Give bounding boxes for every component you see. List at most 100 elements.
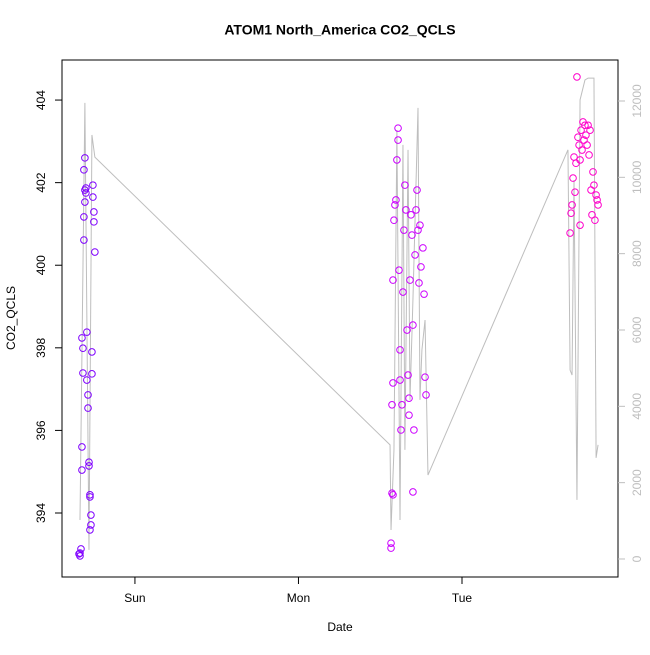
data-point	[406, 276, 414, 284]
y-tick-label: 404	[34, 90, 48, 110]
data-point	[82, 189, 90, 197]
y2-tick-label: 2000	[630, 469, 644, 496]
data-point	[84, 404, 92, 412]
data-point	[414, 226, 422, 234]
data-point	[79, 344, 87, 353]
data-point	[85, 462, 93, 470]
data-point	[576, 156, 584, 164]
data-point	[387, 539, 395, 547]
data-point	[415, 279, 423, 287]
data-point	[86, 493, 94, 501]
data-point	[78, 334, 86, 342]
data-point	[84, 391, 92, 399]
data-point	[82, 184, 90, 192]
data-point	[585, 151, 593, 159]
data-point	[594, 201, 602, 209]
data-point	[89, 193, 97, 201]
data-point	[86, 526, 94, 534]
data-point	[390, 216, 398, 225]
altitude-line	[79, 77, 599, 550]
data-point	[405, 411, 413, 419]
data-point	[83, 328, 91, 336]
data-point	[401, 181, 409, 189]
data-point	[409, 321, 417, 329]
data-point	[567, 209, 575, 218]
data-point	[87, 511, 95, 519]
data-point	[88, 370, 96, 378]
y-tick-label: 396	[34, 420, 48, 440]
y-axis-label: CO2_QCLS	[4, 286, 18, 350]
data-point	[396, 346, 404, 354]
plot-frame	[61, 59, 619, 578]
y2-tick-label: 0	[630, 555, 644, 562]
data-point	[568, 201, 576, 209]
x-tick-label: Tue	[452, 591, 473, 605]
data-point	[411, 251, 419, 259]
y2-tick-label: 4000	[630, 393, 644, 420]
data-point	[582, 131, 590, 139]
data-point	[581, 121, 589, 130]
data-point	[410, 426, 418, 434]
y2-tick-label: 10000	[630, 160, 644, 194]
data-point	[396, 376, 404, 384]
data-point	[584, 121, 592, 130]
data-point	[81, 154, 89, 162]
data-point	[590, 181, 598, 189]
data-point	[91, 248, 99, 256]
data-point	[592, 191, 600, 199]
data-point	[407, 211, 415, 219]
data-point	[392, 196, 400, 204]
data-point	[412, 206, 420, 214]
data-point	[420, 290, 428, 298]
data-point	[75, 550, 83, 558]
data-point	[408, 231, 416, 239]
data-point	[397, 426, 405, 434]
x-axis-label: Date	[327, 620, 353, 634]
data-point	[403, 326, 411, 334]
data-point	[81, 198, 89, 206]
data-point	[88, 348, 96, 356]
y-tick-label: 398	[34, 337, 48, 357]
data-point	[389, 276, 397, 284]
data-point	[86, 491, 94, 499]
chart-title: ATOM1 North_America CO2_QCLS	[224, 22, 455, 38]
data-point	[393, 156, 401, 164]
data-point	[409, 488, 417, 496]
data-point	[78, 466, 86, 474]
data-point	[80, 236, 88, 244]
data-point	[400, 226, 408, 234]
y2-tick-label: 8000	[630, 240, 644, 267]
data-point	[417, 263, 425, 271]
data-point	[577, 126, 585, 134]
data-point	[90, 208, 98, 216]
data-point	[394, 124, 402, 132]
data-point	[402, 206, 410, 214]
data-point	[413, 186, 421, 194]
data-point	[591, 216, 599, 225]
data-point	[416, 221, 424, 229]
data-point	[593, 196, 601, 204]
x-tick-label: Mon	[287, 591, 310, 605]
data-point	[388, 401, 396, 409]
x-tick-label: Sun	[124, 591, 145, 605]
data-point	[387, 544, 395, 552]
data-point	[574, 133, 582, 142]
data-point	[583, 141, 591, 149]
data-point	[389, 491, 397, 499]
data-point	[83, 376, 91, 384]
data-point	[394, 136, 402, 144]
y-tick-label: 394	[34, 503, 48, 523]
data-point	[395, 266, 403, 274]
data-point	[76, 549, 84, 557]
data-point	[388, 489, 396, 497]
data-point	[571, 188, 579, 196]
data-point	[391, 201, 399, 209]
data-point	[85, 458, 93, 467]
data-point	[87, 521, 95, 529]
y-tick-label: 402	[34, 172, 48, 192]
data-point	[399, 288, 407, 296]
data-point	[389, 379, 397, 387]
data-point	[419, 244, 427, 252]
data-point	[79, 369, 87, 377]
